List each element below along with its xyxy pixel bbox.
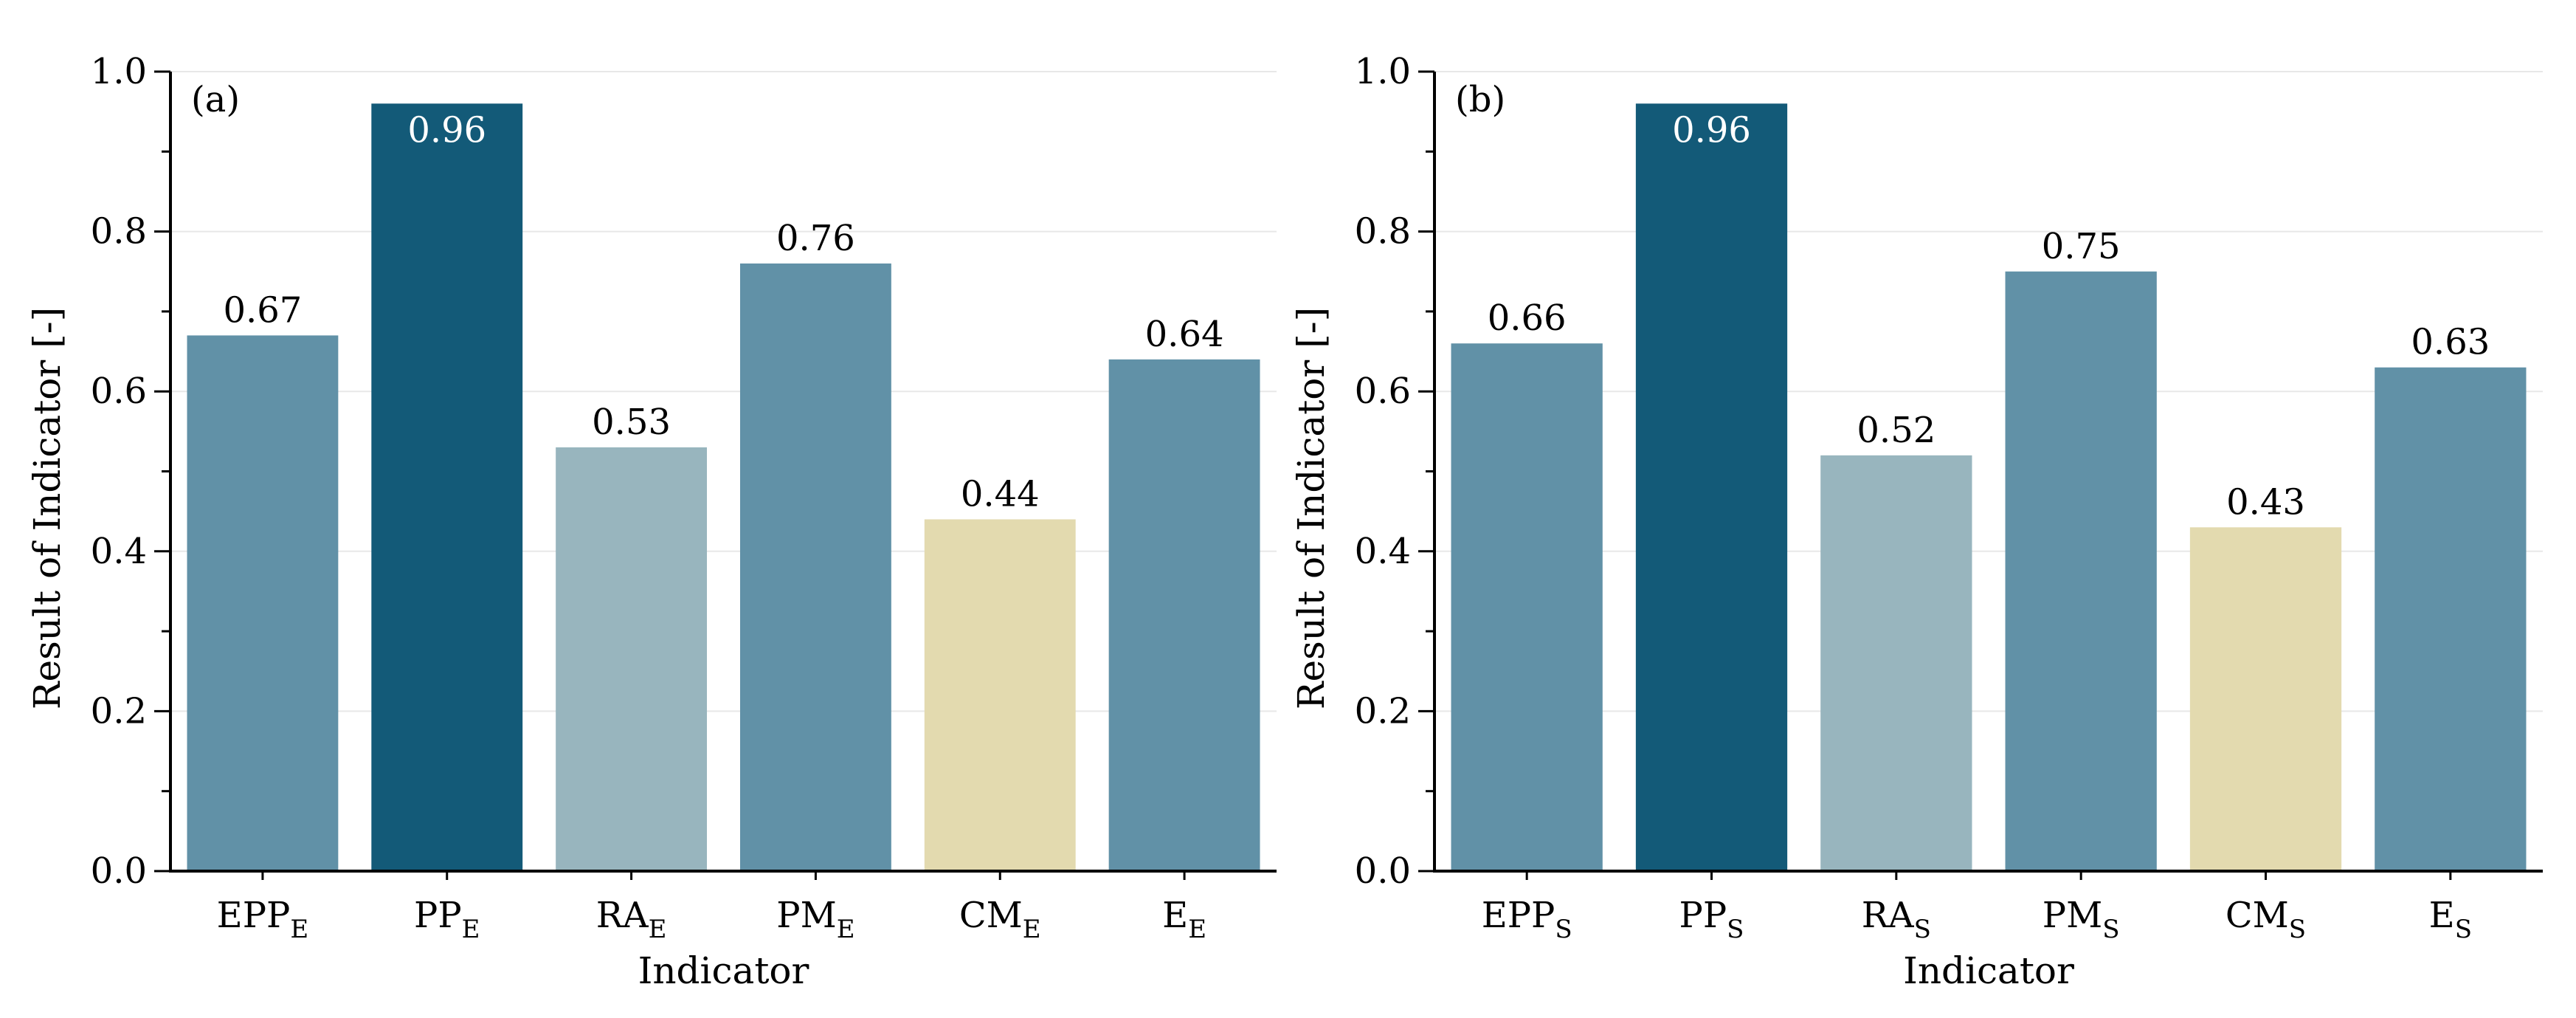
x-tick-label: EPPS bbox=[1482, 895, 1572, 944]
x-tick-label-base: RA bbox=[1862, 895, 1915, 936]
x-tick-label: CMS bbox=[2225, 895, 2306, 944]
bar-pp bbox=[1635, 103, 1788, 871]
x-tick-label-subscript: E bbox=[290, 915, 308, 944]
x-tick-label: EE bbox=[1162, 895, 1206, 944]
x-tick-label-base: PM bbox=[776, 895, 836, 936]
x-tick-label-subscript: E bbox=[837, 915, 855, 944]
x-axis-title: Indicator bbox=[1903, 949, 2074, 992]
x-axis-title: Indicator bbox=[638, 949, 809, 992]
x-tick-label-base: EPP bbox=[217, 895, 291, 936]
x-tick-label-subscript: S bbox=[1914, 915, 1931, 944]
y-tick-label: 0.8 bbox=[1355, 211, 1411, 252]
x-tick-label-subscript: S bbox=[1555, 915, 1572, 944]
bar-pm bbox=[2005, 271, 2157, 871]
x-tick-label: RAE bbox=[596, 895, 667, 944]
x-tick-label: PMS bbox=[2043, 895, 2120, 944]
bar-cm bbox=[2189, 527, 2342, 871]
y-axis-title: Result of Indicator [-] bbox=[1290, 307, 1333, 709]
x-tick-label-subscript: E bbox=[1023, 915, 1041, 944]
x-tick-label-base: RA bbox=[596, 895, 649, 936]
x-tick-label-subscript: E bbox=[649, 915, 667, 944]
bar-e bbox=[2375, 367, 2527, 872]
data-label: 0.43 bbox=[2226, 481, 2305, 523]
x-tick-label-base: PP bbox=[1679, 895, 1727, 936]
bar-e bbox=[1108, 359, 1260, 871]
x-tick-label-subscript: E bbox=[1188, 915, 1206, 944]
y-tick-label: 0.6 bbox=[1355, 371, 1411, 412]
x-tick-label-base: PM bbox=[2043, 895, 2102, 936]
y-tick-label: 0.4 bbox=[1355, 531, 1411, 572]
bar-cm bbox=[924, 519, 1076, 871]
y-tick-label: 0.4 bbox=[91, 531, 147, 572]
data-label: 0.96 bbox=[1672, 109, 1751, 151]
x-tick-label-base: PP bbox=[414, 895, 462, 936]
x-tick-label-subscript: S bbox=[2102, 915, 2119, 944]
x-tick-label-base: EPP bbox=[1482, 895, 1555, 936]
data-label: 0.53 bbox=[592, 402, 671, 443]
data-label: 0.96 bbox=[407, 109, 486, 151]
x-tick-label-subscript: S bbox=[2289, 915, 2306, 944]
data-label: 0.66 bbox=[1488, 298, 1567, 339]
y-tick-label: 1.0 bbox=[1355, 51, 1411, 92]
bar-epp bbox=[187, 335, 339, 871]
y-tick-label: 0.0 bbox=[1355, 850, 1411, 892]
panel-label: (a) bbox=[191, 79, 240, 120]
data-label: 0.64 bbox=[1145, 314, 1224, 355]
bar-pp bbox=[371, 103, 523, 871]
data-label: 0.75 bbox=[2042, 226, 2121, 267]
x-tick-label-base: CM bbox=[959, 895, 1023, 936]
x-tick-label-subscript: S bbox=[2455, 915, 2472, 944]
x-tick-label-base: CM bbox=[2225, 895, 2289, 936]
bar-ra bbox=[556, 447, 708, 871]
x-tick-label: ES bbox=[2429, 895, 2472, 944]
data-label: 0.63 bbox=[2411, 322, 2490, 363]
bar-pm bbox=[739, 263, 891, 871]
x-tick-label: EPPE bbox=[217, 895, 308, 944]
x-tick-label: PPS bbox=[1679, 895, 1744, 944]
panel-b: 0.66EPPS0.96PPS0.52RAS0.75PMS0.43CMS0.63… bbox=[1290, 51, 2543, 992]
y-axis-title: Result of Indicator [-] bbox=[26, 307, 69, 709]
panel-a: 0.67EPPE0.96PPE0.53RAE0.76PME0.44CME0.64… bbox=[26, 51, 1277, 992]
x-tick-label: CME bbox=[959, 895, 1041, 944]
bar-ra bbox=[1820, 455, 1972, 871]
x-tick-label: PME bbox=[776, 895, 854, 944]
x-tick-label: RAS bbox=[1862, 895, 1931, 944]
bar-epp bbox=[1451, 343, 1603, 872]
panel-label: (b) bbox=[1455, 79, 1505, 120]
data-label: 0.52 bbox=[1857, 410, 1936, 451]
x-tick-label-base: E bbox=[1162, 895, 1188, 936]
y-tick-label: 1.0 bbox=[91, 51, 147, 92]
data-label: 0.44 bbox=[961, 473, 1040, 515]
x-tick-label: PPE bbox=[414, 895, 480, 944]
y-tick-label: 0.2 bbox=[91, 690, 147, 732]
y-tick-label: 0.2 bbox=[1355, 690, 1411, 732]
data-label: 0.76 bbox=[776, 218, 855, 259]
x-tick-label-base: E bbox=[2429, 895, 2455, 936]
y-tick-label: 0.6 bbox=[91, 371, 147, 412]
y-tick-label: 0.8 bbox=[91, 211, 147, 252]
x-tick-label-subscript: S bbox=[1727, 915, 1744, 944]
x-tick-label-subscript: E bbox=[462, 915, 480, 944]
y-tick-label: 0.0 bbox=[91, 850, 147, 892]
data-label: 0.67 bbox=[223, 289, 302, 331]
